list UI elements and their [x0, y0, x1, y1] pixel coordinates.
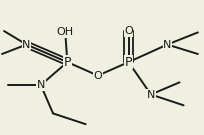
- Text: O: O: [94, 71, 102, 81]
- Text: P: P: [64, 56, 71, 69]
- Text: O: O: [124, 26, 133, 36]
- Text: N: N: [147, 90, 155, 99]
- Text: N: N: [163, 40, 172, 50]
- Text: N: N: [37, 80, 45, 90]
- Text: OH: OH: [57, 27, 74, 37]
- Text: N: N: [22, 40, 31, 50]
- Text: P: P: [125, 56, 132, 69]
